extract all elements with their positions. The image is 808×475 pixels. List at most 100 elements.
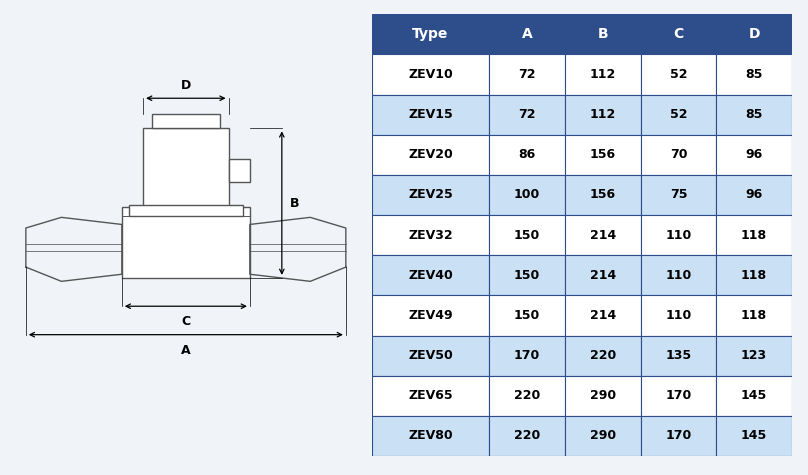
Bar [641,135,716,175]
Text: 290: 290 [590,429,616,442]
Text: D: D [748,28,760,41]
Text: 220: 220 [514,429,541,442]
Bar [641,95,716,135]
Text: 220: 220 [590,349,616,362]
Text: 150: 150 [514,228,541,242]
Bar [716,175,792,215]
Bar [152,114,220,128]
Text: C: C [673,28,684,41]
Bar [490,295,565,335]
Bar [372,95,490,135]
Text: 85: 85 [745,68,763,81]
Bar [372,14,490,55]
Text: 214: 214 [590,228,616,242]
Bar [372,55,490,95]
Text: 156: 156 [590,189,616,201]
Bar [716,95,792,135]
Text: 110: 110 [665,309,692,322]
Bar [716,135,792,175]
Text: ZEV15: ZEV15 [408,108,452,121]
Text: 72: 72 [519,68,536,81]
Bar [716,335,792,376]
Text: 86: 86 [519,148,536,162]
Bar [716,215,792,255]
Text: B: B [289,197,299,209]
Bar [716,14,792,55]
Bar [490,416,565,456]
Bar [565,295,641,335]
Bar [372,295,490,335]
Bar [490,14,565,55]
Text: 150: 150 [514,269,541,282]
Text: 110: 110 [665,269,692,282]
Bar [143,128,229,207]
Bar [372,376,490,416]
Text: ZEV32: ZEV32 [408,228,452,242]
Bar [565,55,641,95]
Text: 150: 150 [514,309,541,322]
Text: 112: 112 [590,68,616,81]
Bar [565,376,641,416]
Bar [490,215,565,255]
Bar [372,335,490,376]
Text: 170: 170 [665,429,692,442]
Text: 72: 72 [519,108,536,121]
Text: 75: 75 [670,189,687,201]
Bar [641,175,716,215]
Bar [565,255,641,295]
Text: ZEV49: ZEV49 [408,309,452,322]
Bar [716,416,792,456]
Bar [490,95,565,135]
Bar [565,14,641,55]
Bar [641,376,716,416]
Bar [716,55,792,95]
Text: Type: Type [412,28,448,41]
Text: ZEV80: ZEV80 [408,429,452,442]
Text: 70: 70 [670,148,687,162]
Bar [122,207,250,278]
Bar [490,135,565,175]
Text: 214: 214 [590,309,616,322]
Text: ZEV50: ZEV50 [408,349,452,362]
Bar [565,416,641,456]
Text: 118: 118 [741,228,767,242]
Text: 52: 52 [670,68,687,81]
Bar [716,255,792,295]
Bar [641,55,716,95]
Text: 220: 220 [514,389,541,402]
Bar [372,175,490,215]
Bar [372,135,490,175]
Text: 145: 145 [741,429,767,442]
Bar [716,376,792,416]
Text: 145: 145 [741,389,767,402]
Bar [641,215,716,255]
Text: 156: 156 [590,148,616,162]
Text: ZEV10: ZEV10 [408,68,452,81]
Bar [372,416,490,456]
Bar [565,215,641,255]
Text: C: C [181,315,191,328]
Bar [641,255,716,295]
Bar [641,416,716,456]
Text: 214: 214 [590,269,616,282]
Text: 290: 290 [590,389,616,402]
Text: 96: 96 [746,189,763,201]
Text: 118: 118 [741,309,767,322]
Text: 135: 135 [665,349,692,362]
Bar [372,215,490,255]
Text: A: A [522,28,532,41]
Bar [490,376,565,416]
Bar [565,135,641,175]
Text: ZEV25: ZEV25 [408,189,452,201]
Bar [490,175,565,215]
Text: 118: 118 [741,269,767,282]
Text: 110: 110 [665,228,692,242]
Text: 100: 100 [514,189,541,201]
Text: 85: 85 [745,108,763,121]
Text: ZEV65: ZEV65 [408,389,452,402]
Bar [490,335,565,376]
Bar [490,255,565,295]
Bar [229,159,250,182]
Text: ZEV20: ZEV20 [408,148,452,162]
Text: A: A [181,343,191,357]
